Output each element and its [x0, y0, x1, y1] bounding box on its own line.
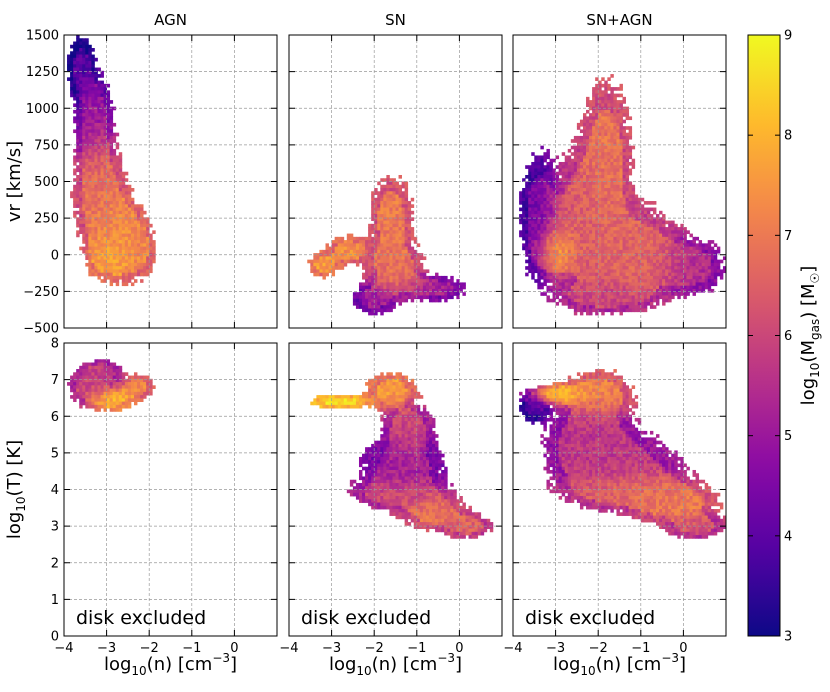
colorbar-tick-label: 4: [784, 529, 792, 544]
tick-marks: [63, 34, 277, 329]
y-tick-label: 750: [34, 138, 59, 153]
y-axis-label-temperature: log10(T) [K]: [4, 440, 28, 539]
heatmap-cells: [307, 174, 466, 316]
annotation-disk-excluded: disk excluded: [525, 607, 655, 629]
annotation-disk-excluded: disk excluded: [76, 607, 206, 629]
x-axis-label: log10(n) [cm−3]: [104, 651, 237, 678]
y-tick-label: −250: [23, 285, 59, 300]
colorbar-tick-label: 3: [784, 630, 792, 645]
colorbar-tick-label: 7: [784, 229, 792, 244]
y-tick-label: −500: [23, 322, 59, 337]
colorbar: 3 4 5 6 7 8 9: [747, 29, 792, 645]
panel-0-0: AGN −500 −250 0 250 500 750 1000 1250 1500: [23, 11, 278, 337]
x-tick-label: −1: [407, 641, 426, 656]
x-tick-label: −3: [546, 641, 565, 656]
y-tick-label: 1250: [26, 65, 59, 80]
y-tick-label: 0: [51, 630, 59, 645]
x-tick-label: −3: [97, 641, 116, 656]
y-tick-label: 7: [51, 373, 59, 388]
colorbar-tick-label: 8: [784, 129, 792, 144]
x-tick-label: 0: [679, 641, 687, 656]
y-tick-label: 500: [34, 175, 59, 190]
y-tick-label: 6: [51, 410, 59, 425]
panel-title: SN: [385, 11, 406, 29]
colorbar-gradient: [747, 34, 781, 637]
colorbar-tick-label: 5: [784, 429, 792, 444]
tick-marks: [288, 34, 502, 329]
x-tick-label: −4: [279, 641, 298, 656]
panel-1-2: disk excluded−4 −3 −2 −1 0: [503, 342, 727, 656]
heatmap-cells: [519, 74, 726, 316]
heatmap-cells: [67, 359, 156, 412]
panel-1-1: disk excluded−4 −3 −2 −1 0: [279, 342, 503, 656]
heatmap-cells: [519, 369, 726, 539]
x-tick-label: 0: [455, 641, 463, 656]
y-tick-label: 1000: [26, 102, 59, 117]
tick-marks: [512, 342, 726, 637]
x-axis-label: log10(n) [cm−3]: [329, 651, 462, 678]
tick-marks: [288, 342, 502, 637]
y-tick-label: 1500: [26, 29, 59, 44]
y-tick-label: 5: [51, 446, 59, 461]
x-tick-label: −4: [503, 641, 522, 656]
colorbar-tick-label: 6: [784, 329, 792, 344]
colorbar-label: log10(Mgas) [M☉]: [798, 266, 822, 406]
panel-title: AGN: [154, 11, 187, 29]
x-tick-label: −1: [182, 641, 201, 656]
tick-marks: [63, 342, 277, 637]
panel-title: SN+AGN: [586, 11, 652, 29]
panel-0-2: SN+AGN: [512, 11, 727, 329]
y-axis-label-velocity: vr [km/s]: [4, 141, 25, 222]
panel-0-1: SN: [288, 11, 503, 329]
y-tick-label: 2: [51, 556, 59, 571]
heatmap-cells: [310, 372, 494, 539]
y-tick-label: 8: [51, 337, 59, 352]
heatmap-cells: [67, 35, 156, 287]
y-tick-label: 1: [51, 593, 59, 608]
y-tick-label: 3: [51, 520, 59, 535]
x-tick-label: −2: [365, 641, 384, 656]
annotation-disk-excluded: disk excluded: [301, 607, 431, 629]
tick-marks: [512, 34, 726, 329]
x-tick-label: −1: [631, 641, 650, 656]
x-tick-label: −3: [322, 641, 341, 656]
x-tick-label: −2: [140, 641, 159, 656]
x-tick-label: 0: [230, 641, 238, 656]
x-tick-label: −4: [54, 641, 73, 656]
y-tick-label: 250: [34, 212, 59, 227]
panel-1-0: disk excluded 0 1 2 3 4 5 6 7 8 −4 −3 −2 −1 0: [51, 337, 278, 656]
colorbar-tick-label: 9: [784, 29, 792, 44]
x-tick-label: −2: [589, 641, 608, 656]
y-tick-label: 0: [51, 248, 59, 263]
y-tick-label: 4: [51, 483, 59, 498]
x-axis-label: log10(n) [cm−3]: [553, 651, 686, 678]
